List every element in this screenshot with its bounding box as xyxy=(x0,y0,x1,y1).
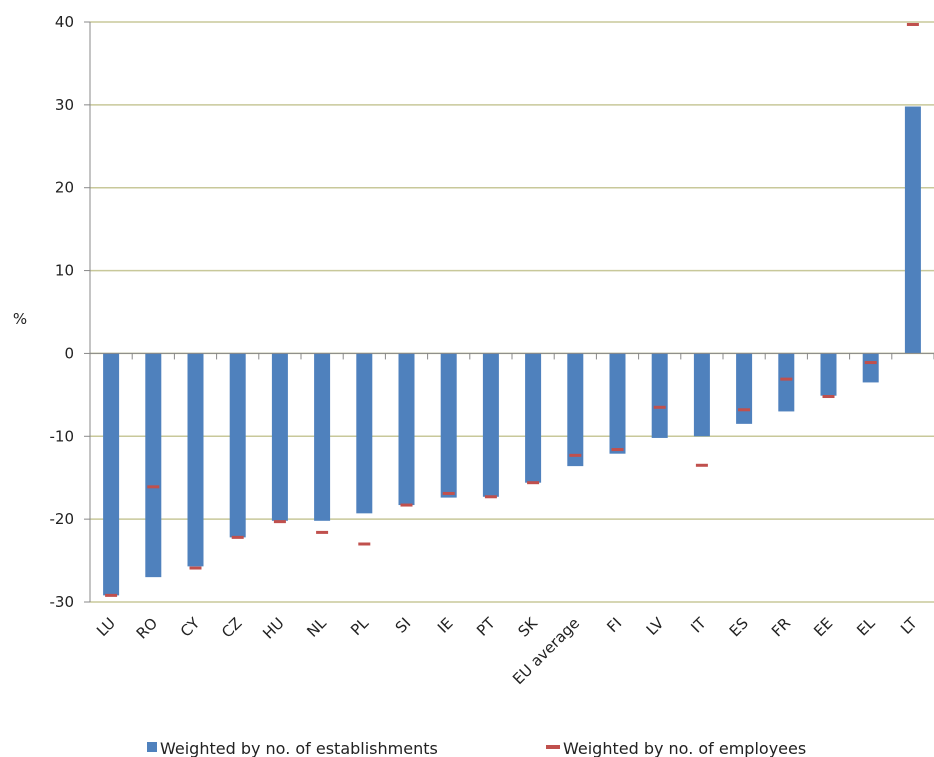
dash-marker xyxy=(484,495,497,499)
bar xyxy=(525,353,542,483)
bar xyxy=(736,353,753,424)
dash-marker xyxy=(569,453,582,457)
y-tick-label: 30 xyxy=(55,96,74,114)
x-tick-label: PT xyxy=(473,614,499,640)
legend: Weighted by no. of establishments Weight… xyxy=(147,739,806,757)
bar xyxy=(609,353,626,454)
dash-marker xyxy=(400,503,413,507)
y-tick-label: -10 xyxy=(50,427,75,445)
x-tick-label: LU xyxy=(93,614,119,640)
gridlines xyxy=(84,21,934,603)
x-tick-label: SK xyxy=(515,613,542,640)
x-tick-label: NL xyxy=(303,614,330,641)
dash-marker xyxy=(906,22,919,26)
dash-marker xyxy=(105,593,118,597)
bar xyxy=(693,353,710,437)
bar xyxy=(778,353,795,412)
dash-marker xyxy=(738,408,751,412)
bar xyxy=(651,353,668,438)
bar xyxy=(482,353,499,497)
dash-marker xyxy=(189,566,202,570)
bar xyxy=(271,353,288,521)
y-axis-title: % xyxy=(13,310,27,328)
bar xyxy=(229,353,246,538)
x-tick-label: EE xyxy=(810,614,836,640)
bar xyxy=(398,353,415,506)
bar xyxy=(356,353,373,514)
dash-marker xyxy=(653,405,666,409)
dash-marker xyxy=(611,448,624,452)
x-tick-label: LV xyxy=(643,614,668,639)
dash-marker xyxy=(358,542,371,546)
x-tick-label: IT xyxy=(687,614,710,637)
bar-series xyxy=(103,106,921,596)
dash-marker xyxy=(147,485,160,489)
legend-swatch-bars xyxy=(147,742,157,752)
bar xyxy=(567,353,584,467)
bar xyxy=(820,353,837,396)
dash-marker xyxy=(780,377,793,381)
x-tick-label: RO xyxy=(133,614,161,642)
bar xyxy=(314,353,331,521)
x-tick-label: PL xyxy=(347,614,372,639)
dash-marker xyxy=(231,535,244,539)
dash-marker xyxy=(316,530,329,534)
bar xyxy=(103,353,120,596)
dash-marker xyxy=(864,361,877,365)
axes xyxy=(89,22,934,602)
x-tick-label: FR xyxy=(768,614,794,640)
x-tick-label: FI xyxy=(603,614,625,636)
x-tick-label: LT xyxy=(897,614,921,638)
y-tick-label: 20 xyxy=(55,179,74,197)
bar xyxy=(904,106,921,354)
y-tick-labels: 40 30 20 10 0 -10 -20 -30 xyxy=(50,13,75,611)
dash-marker xyxy=(822,395,835,399)
y-tick-label: -30 xyxy=(50,593,75,611)
bar xyxy=(862,353,879,383)
x-tick-label: HU xyxy=(259,614,287,642)
x-tick-label: IE xyxy=(434,614,457,637)
x-tick-label: ES xyxy=(726,614,752,640)
dash-marker xyxy=(273,520,286,524)
y-tick-label: 0 xyxy=(64,344,74,362)
bar xyxy=(145,353,162,578)
legend-label-dash: Weighted by no. of employees xyxy=(563,739,806,757)
y-tick-label: -20 xyxy=(50,510,75,528)
dash-marker xyxy=(527,481,540,485)
dash-marker xyxy=(442,491,455,495)
y-tick-label: 40 xyxy=(55,13,74,31)
y-tick-label: 10 xyxy=(55,262,74,280)
x-tick-label: CZ xyxy=(218,614,245,641)
legend-swatch-dash xyxy=(546,745,560,749)
dash-series xyxy=(105,22,919,597)
dash-marker xyxy=(695,463,708,467)
x-tick-label: CY xyxy=(177,614,204,641)
bar xyxy=(187,353,204,567)
bar xyxy=(440,353,457,498)
legend-label-bars: Weighted by no. of establishments xyxy=(160,739,438,757)
x-tick-label: EL xyxy=(853,614,879,640)
x-tick-label: SI xyxy=(392,614,415,637)
